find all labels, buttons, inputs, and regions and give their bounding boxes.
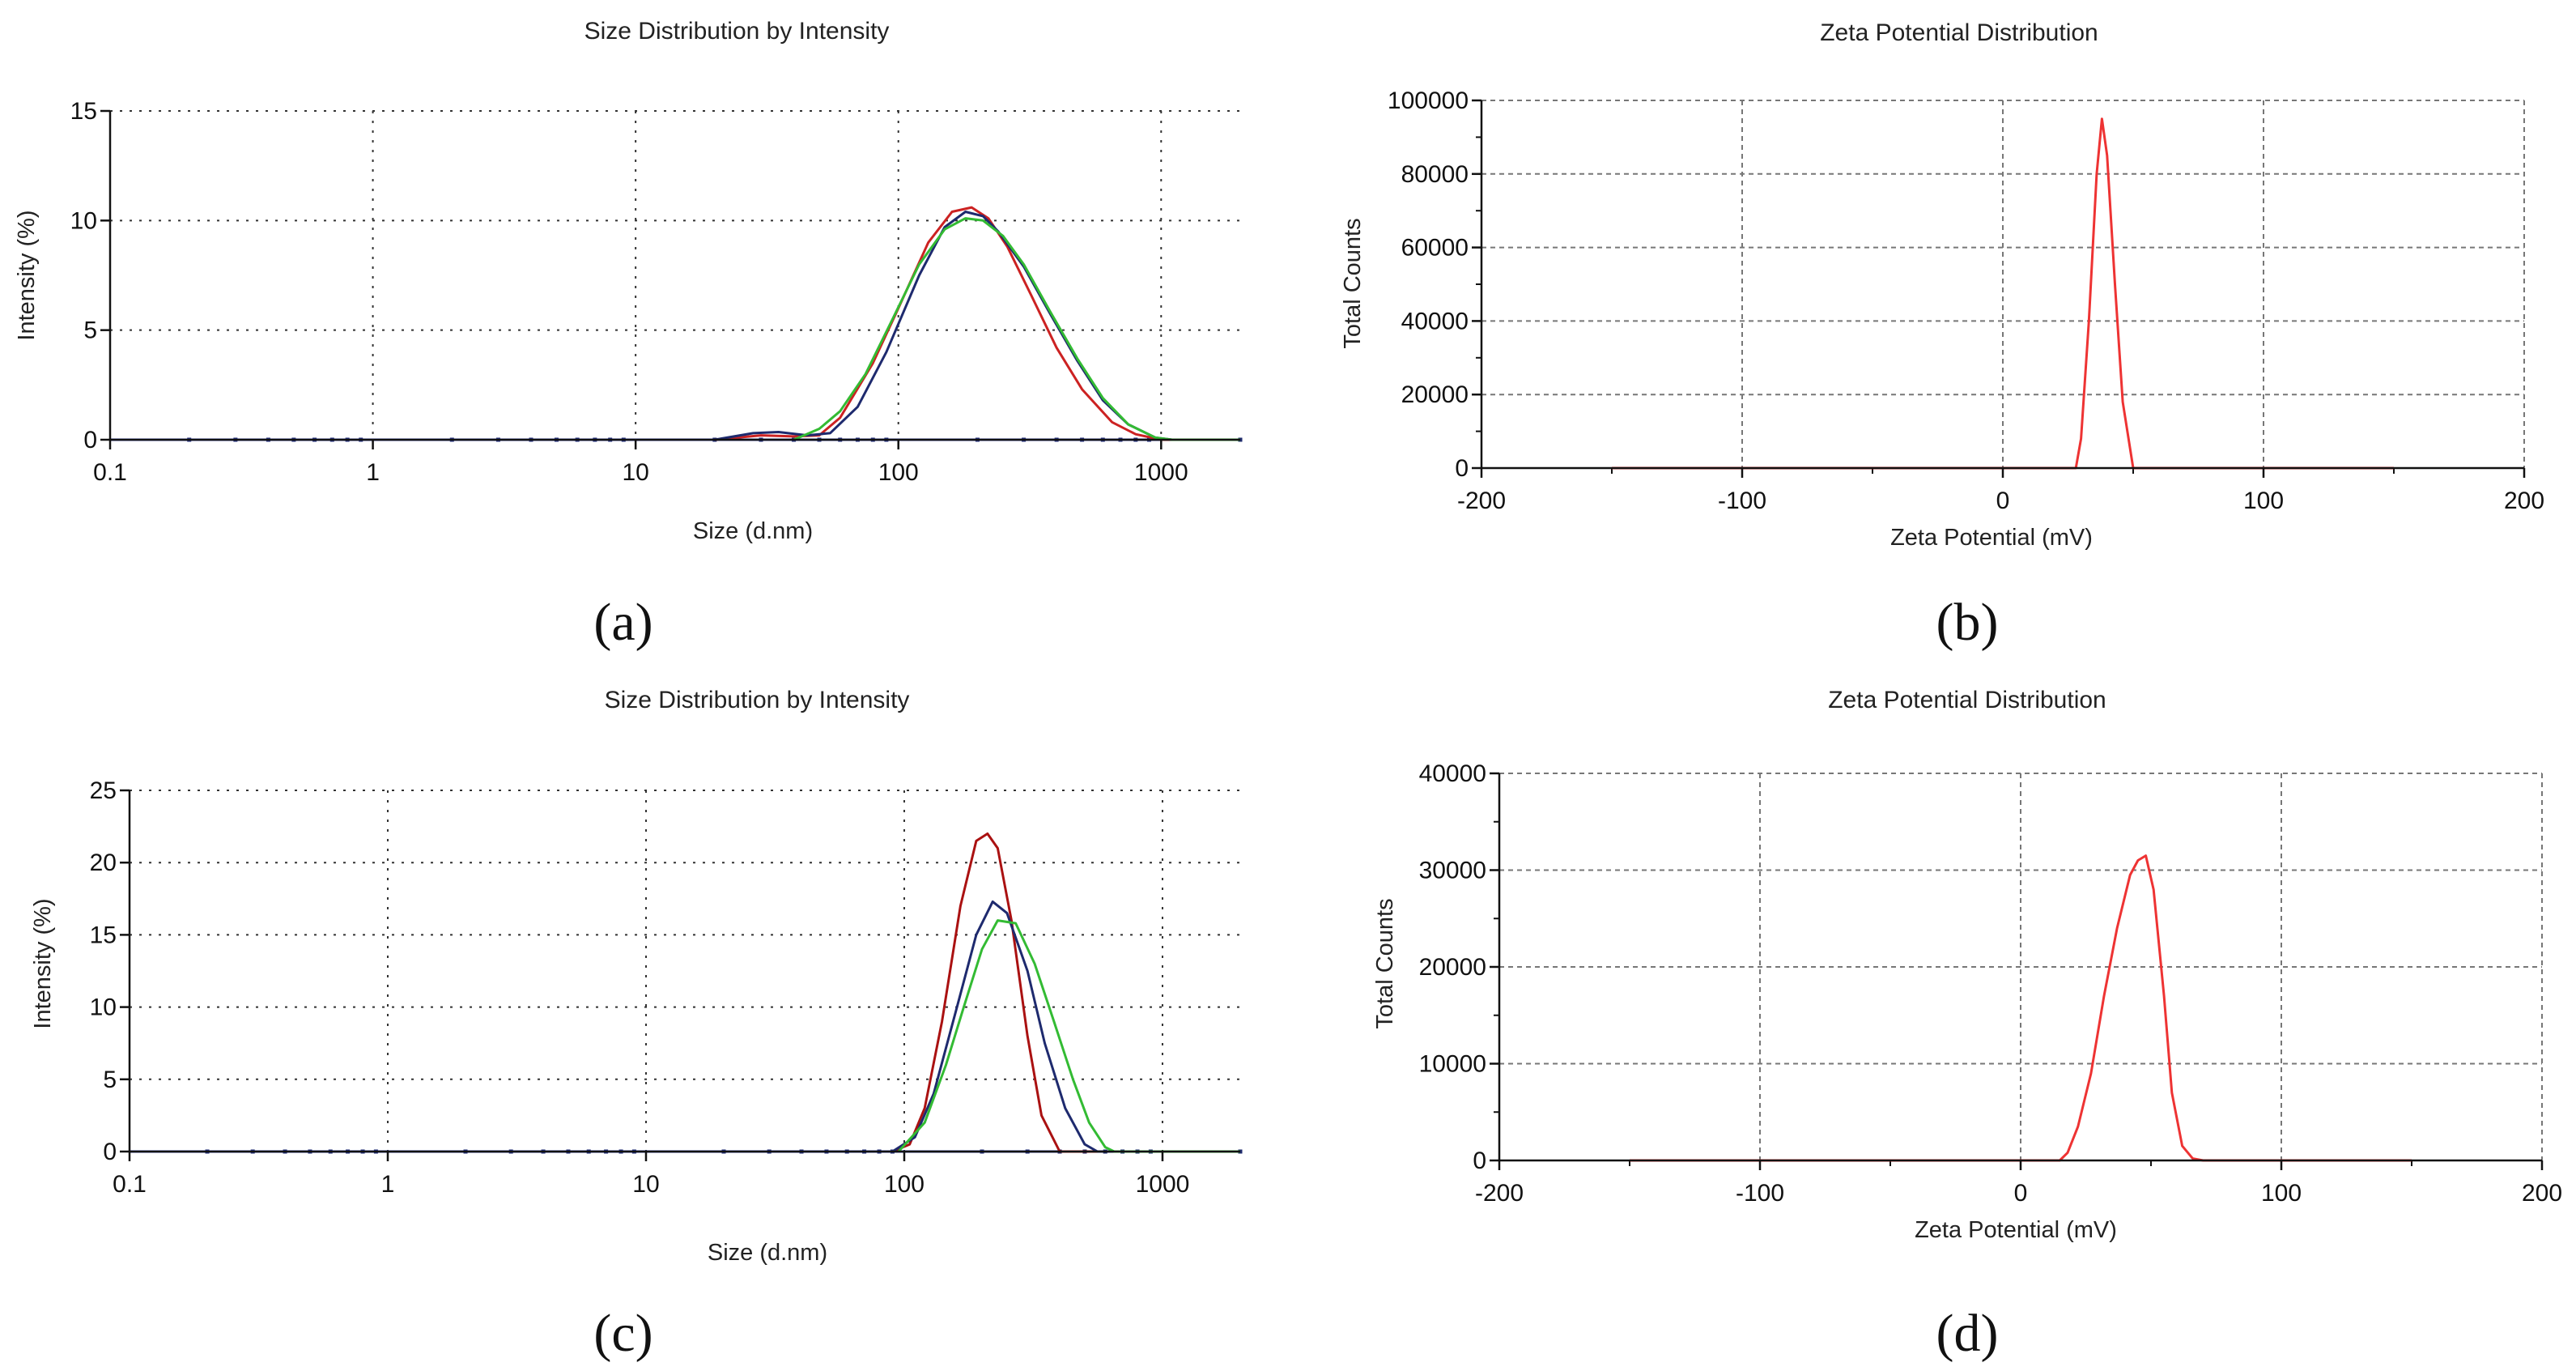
chart-b-minor-ticks (1476, 136, 2395, 474)
series-line (793, 217, 1240, 441)
chart-d-title: Zeta Potential Distribution (1828, 687, 2106, 713)
y-tick-label: 20000 (1401, 381, 1469, 408)
x-tick-label: 1 (366, 459, 380, 486)
x-tick-label: 1000 (1134, 459, 1188, 486)
chart-d-ylabel: Total Counts (1372, 898, 1398, 1028)
chart-d: Zeta Potential Distribution 0 10000 20000 3… (1372, 687, 2562, 1363)
y-tick-label: 20000 (1419, 954, 1486, 981)
chart-d-x-ticks: -200 -100 0 100 200 (1475, 1160, 2562, 1207)
chart-c-grid (130, 790, 1240, 1152)
panel-label-b: (b) (1936, 593, 1999, 652)
chart-c-xlabel: Size (d.nm) (708, 1240, 827, 1266)
y-tick-label: 20 (90, 849, 117, 876)
series-line (897, 919, 1240, 1153)
y-tick-label: 0 (103, 1139, 117, 1165)
series-line (891, 900, 1240, 1153)
y-tick-label: 10 (70, 207, 97, 234)
chart-b-ylabel: Total Counts (1340, 218, 1366, 348)
x-tick-label: 0.1 (93, 459, 127, 486)
chart-c-x-ticks: 0.1 1 10 100 1000 (113, 1152, 1189, 1198)
panel-label-c: (c) (593, 1304, 653, 1363)
y-tick-label: 10 (90, 994, 117, 1021)
y-tick-label: 0 (83, 427, 97, 453)
chart-d-y-ticks: 0 10000 20000 30000 40000 (1419, 760, 1499, 1174)
x-tick-label: 0 (2014, 1180, 2028, 1207)
chart-b-series (1612, 117, 2394, 470)
series-line (891, 832, 1240, 1153)
y-tick-label: 100000 (1388, 87, 1469, 114)
y-tick-label: 5 (83, 317, 97, 344)
y-tick-label: 40000 (1419, 760, 1486, 787)
y-tick-label: 25 (90, 777, 117, 804)
x-tick-label: 10 (622, 459, 648, 486)
chart-c-y-ticks: 0 5 10 15 20 25 (90, 777, 130, 1165)
y-tick-label: 0 (1473, 1147, 1486, 1174)
x-tick-label: 1 (381, 1171, 395, 1198)
chart-a-y-ticks: 0 5 10 15 (70, 98, 110, 453)
chart-d-xlabel: Zeta Potential (mV) (1915, 1217, 2117, 1243)
x-tick-label: 100 (2261, 1180, 2302, 1207)
x-tick-label: -100 (1718, 488, 1766, 514)
chart-a-xlabel: Size (d.nm) (693, 518, 813, 544)
chart-a-series (110, 206, 1240, 441)
x-tick-label: 0.1 (113, 1171, 147, 1198)
y-tick-label: 5 (103, 1067, 117, 1093)
chart-c-ylabel: Intensity (%) (30, 898, 56, 1028)
chart-c: Size Distribution by Intensity 0 5 10 15 20 2… (30, 687, 1243, 1363)
y-tick-label: 10000 (1419, 1051, 1486, 1078)
chart-d-grid (1499, 773, 2543, 1160)
chart-a: Size Distribution by Intensity 0 5 10 15 0.… (14, 18, 1243, 652)
x-tick-label: 100 (2243, 488, 2284, 514)
y-tick-label: 15 (70, 98, 97, 125)
y-tick-label: 15 (90, 922, 117, 948)
x-tick-label: 100 (884, 1171, 925, 1198)
y-tick-label: 60000 (1401, 235, 1469, 262)
chart-a-grid (110, 110, 1240, 440)
series-line (1612, 117, 2394, 470)
x-tick-label: 1000 (1136, 1171, 1190, 1198)
chart-a-title: Size Distribution by Intensity (584, 18, 890, 45)
x-tick-label: 200 (2504, 488, 2544, 514)
chart-c-series (130, 832, 1240, 1153)
chart-b-xlabel: Zeta Potential (mV) (1890, 525, 2093, 551)
x-tick-label: 0 (1996, 488, 2010, 514)
y-tick-label: 80000 (1401, 161, 1469, 188)
chart-a-ylabel: Intensity (%) (14, 210, 40, 340)
y-tick-label: 40000 (1401, 308, 1469, 334)
chart-b-y-ticks: 0 20000 40000 60000 80000 100000 (1388, 87, 1481, 482)
chart-b-grid (1481, 100, 2525, 468)
x-tick-label: -100 (1736, 1180, 1784, 1207)
x-tick-label: -200 (1475, 1180, 1524, 1207)
chart-b: Zeta Potential Distribution 0 20000 40000 6… (1340, 19, 2544, 652)
panel-label-d: (d) (1936, 1304, 1999, 1363)
x-tick-label: -200 (1457, 488, 1506, 514)
series-line (1630, 854, 2412, 1162)
chart-d-minor-ticks (1494, 820, 2412, 1166)
chart-b-x-ticks: -200 -100 0 100 200 (1457, 468, 2544, 514)
chart-a-x-ticks: 0.1 1 10 100 1000 (93, 440, 1188, 486)
y-tick-label: 30000 (1419, 858, 1486, 884)
x-tick-label: 100 (878, 459, 919, 486)
chart-b-title: Zeta Potential Distribution (1820, 19, 2098, 46)
y-tick-label: 0 (1455, 455, 1469, 482)
chart-d-series (1630, 854, 2412, 1162)
panel-label-a: (a) (593, 593, 653, 652)
x-tick-label: 10 (632, 1171, 659, 1198)
x-tick-label: 200 (2522, 1180, 2562, 1207)
chart-c-title: Size Distribution by Intensity (605, 687, 910, 713)
